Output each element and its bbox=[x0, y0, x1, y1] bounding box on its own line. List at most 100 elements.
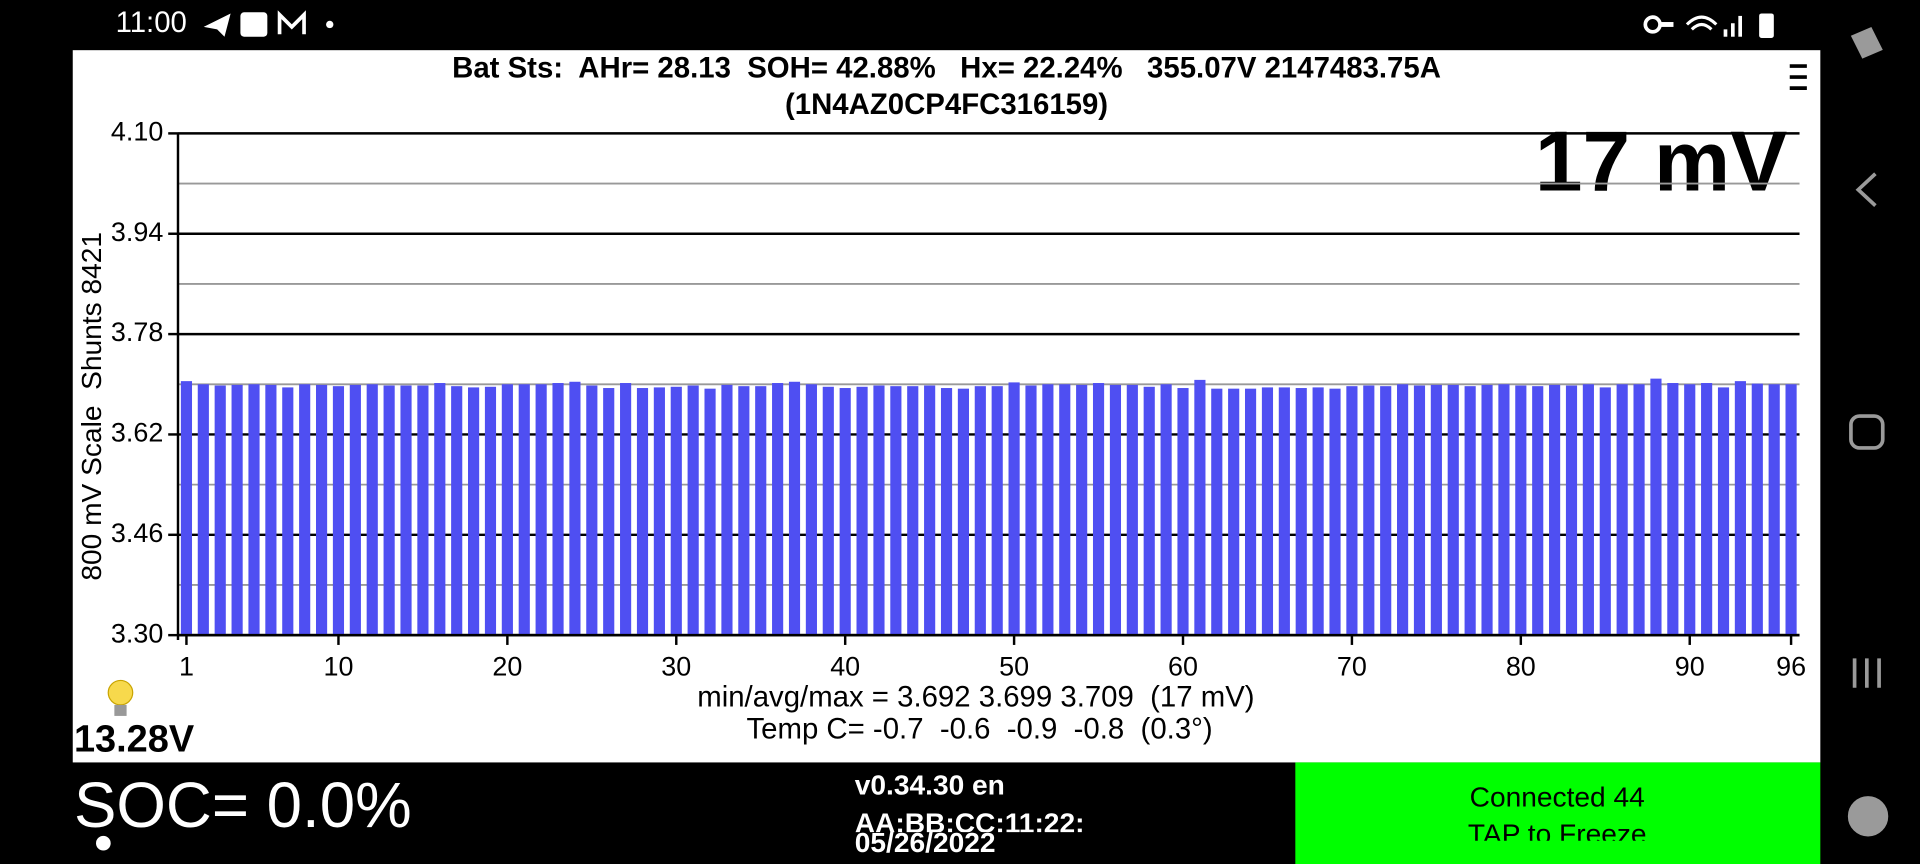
bar bbox=[265, 384, 277, 636]
bar bbox=[636, 388, 649, 636]
bar bbox=[1244, 388, 1257, 636]
status-icons bbox=[203, 10, 1774, 38]
bar bbox=[1751, 383, 1763, 636]
bar bbox=[518, 384, 530, 636]
temperatures: Temp C= -0.7 -0.6 -0.9 -0.8 (0.3°) bbox=[746, 712, 1212, 745]
x-tick-label: 96 bbox=[1776, 651, 1806, 681]
bar bbox=[822, 386, 834, 636]
bar bbox=[653, 387, 665, 636]
chart-subtitle: (1N4AZ0CP4FC316159) bbox=[785, 88, 1108, 121]
bar bbox=[434, 383, 446, 636]
bar bbox=[1363, 385, 1375, 636]
bar bbox=[788, 381, 801, 636]
wifi-icon bbox=[1685, 15, 1718, 31]
bar bbox=[400, 385, 412, 636]
bar bbox=[315, 384, 328, 636]
bar bbox=[197, 384, 209, 636]
bar bbox=[586, 385, 598, 636]
gmail-icon bbox=[277, 10, 306, 35]
y-tick-label: 3.94 bbox=[111, 217, 163, 247]
bar bbox=[248, 384, 260, 636]
spread-annotation: 17 mV bbox=[1535, 113, 1787, 209]
freeze-hint: TAP to Freeze bbox=[1468, 818, 1647, 849]
bar bbox=[383, 385, 395, 636]
bar bbox=[1734, 381, 1746, 636]
bar bbox=[1076, 384, 1088, 636]
device-address: AA:BB:CC:11:22: bbox=[855, 807, 1085, 838]
x-tick-label: 30 bbox=[661, 651, 691, 681]
bar bbox=[1295, 388, 1307, 636]
bar bbox=[1582, 384, 1594, 636]
bar bbox=[721, 384, 733, 636]
app-icon bbox=[240, 12, 268, 37]
nav-back[interactable] bbox=[1855, 172, 1877, 207]
bar bbox=[366, 384, 378, 636]
build-date: 05/26/2022 bbox=[855, 827, 996, 858]
x-tick-label: 1 bbox=[179, 651, 194, 681]
bar bbox=[957, 388, 969, 636]
bar bbox=[1397, 384, 1409, 636]
connection-button[interactable] bbox=[1295, 762, 1821, 864]
nav-pin[interactable] bbox=[1850, 27, 1883, 59]
bar bbox=[940, 388, 953, 636]
bar bbox=[552, 383, 564, 636]
bar bbox=[974, 386, 986, 636]
y-tick-label: 3.46 bbox=[111, 518, 163, 548]
telegram-icon bbox=[203, 13, 231, 37]
bar bbox=[1549, 384, 1561, 636]
bar bbox=[991, 386, 1003, 636]
nav-game[interactable] bbox=[1847, 796, 1889, 837]
bar bbox=[501, 384, 513, 636]
x-tick-label: 20 bbox=[492, 651, 522, 681]
clock: 11:00 bbox=[116, 6, 187, 39]
aux-voltage: 13.28V bbox=[74, 719, 195, 761]
bar bbox=[1481, 384, 1493, 636]
bar bbox=[332, 386, 345, 636]
bar bbox=[299, 384, 311, 636]
bar bbox=[569, 381, 581, 636]
bar bbox=[484, 386, 497, 636]
bar bbox=[1447, 384, 1459, 636]
bar bbox=[890, 386, 902, 636]
soc: SOC= 0.0% bbox=[74, 770, 412, 841]
bar bbox=[1565, 385, 1578, 636]
bar bbox=[1228, 388, 1240, 636]
connection-status: Connected 44 bbox=[1470, 782, 1645, 813]
bar bbox=[687, 385, 699, 636]
y-tick-label: 4.10 bbox=[111, 117, 163, 147]
bar bbox=[1312, 387, 1324, 636]
bar bbox=[873, 385, 885, 636]
y-tick-label: 3.62 bbox=[111, 418, 163, 448]
bar bbox=[755, 386, 767, 636]
bar bbox=[1008, 382, 1020, 636]
dot-icon bbox=[326, 20, 334, 29]
x-tick-label: 10 bbox=[323, 651, 353, 681]
bar bbox=[1684, 384, 1696, 636]
bar bbox=[468, 387, 480, 636]
bar bbox=[603, 388, 615, 636]
y-tick-label: 3.30 bbox=[111, 618, 163, 648]
nav-home[interactable] bbox=[1849, 414, 1885, 450]
nav-recents[interactable] bbox=[1852, 658, 1881, 688]
bar bbox=[1025, 385, 1037, 636]
bar bbox=[1430, 384, 1442, 636]
bar bbox=[704, 388, 716, 636]
signal-icon bbox=[1730, 23, 1735, 37]
x-tick-label: 80 bbox=[1506, 651, 1536, 681]
bar bbox=[1667, 383, 1679, 636]
bar bbox=[1261, 387, 1274, 636]
bar bbox=[231, 384, 243, 636]
bar bbox=[1599, 387, 1611, 636]
bar bbox=[1126, 384, 1138, 636]
bar bbox=[1768, 384, 1780, 636]
bar bbox=[1160, 384, 1172, 636]
bar bbox=[1616, 384, 1628, 636]
bar bbox=[349, 384, 361, 636]
bar bbox=[1717, 387, 1730, 636]
bar bbox=[451, 386, 463, 636]
menu-button[interactable] bbox=[1789, 64, 1807, 90]
bar bbox=[839, 388, 851, 636]
battery-icon bbox=[1759, 13, 1774, 38]
